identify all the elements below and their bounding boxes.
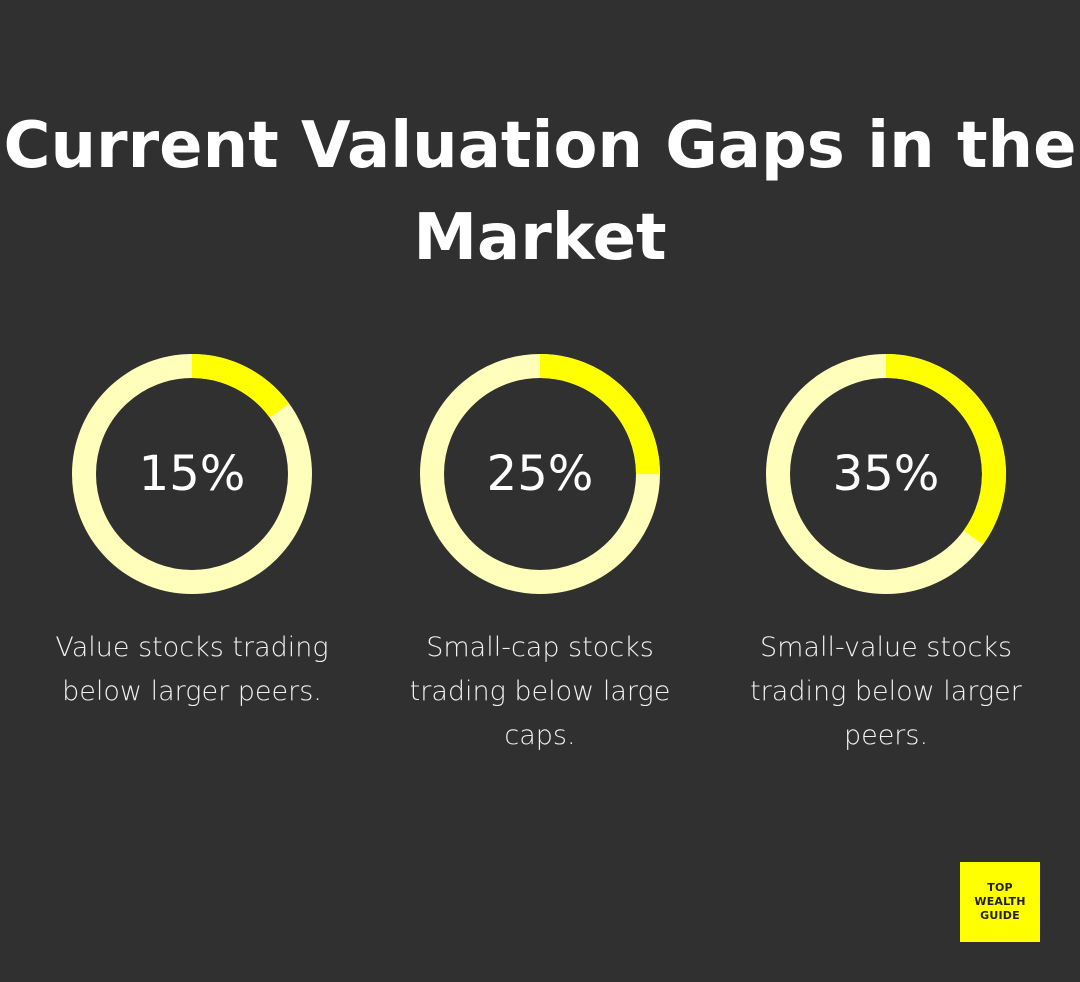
logo-line-1: TOP bbox=[987, 881, 1013, 894]
donut-ring-2 bbox=[420, 354, 660, 594]
description-2: Small-cap stocks trading below large cap… bbox=[409, 632, 671, 751]
top-wealth-guide-logo: TOP WEALTH GUIDE bbox=[960, 862, 1040, 942]
description-3: Small-value stocks trading below larger … bbox=[750, 632, 1022, 751]
donut-ring-1 bbox=[72, 354, 312, 594]
donut-ring-3 bbox=[766, 354, 1006, 594]
description-1: Value stocks trading below larger peers. bbox=[55, 632, 329, 707]
page-title: Current Valuation Gaps in the Market bbox=[3, 109, 1077, 275]
logo-line-3: GUIDE bbox=[980, 909, 1020, 922]
donut-chart-3: 35% bbox=[766, 354, 1006, 594]
percentage-value: 25% bbox=[486, 446, 594, 502]
donut-chart-2: 25% bbox=[420, 354, 660, 594]
donut-chart-1: 15% bbox=[72, 354, 312, 594]
percentage-value: 15% bbox=[138, 446, 246, 502]
percentage-value: 35% bbox=[832, 446, 940, 502]
logo-line-2: WEALTH bbox=[974, 895, 1026, 908]
